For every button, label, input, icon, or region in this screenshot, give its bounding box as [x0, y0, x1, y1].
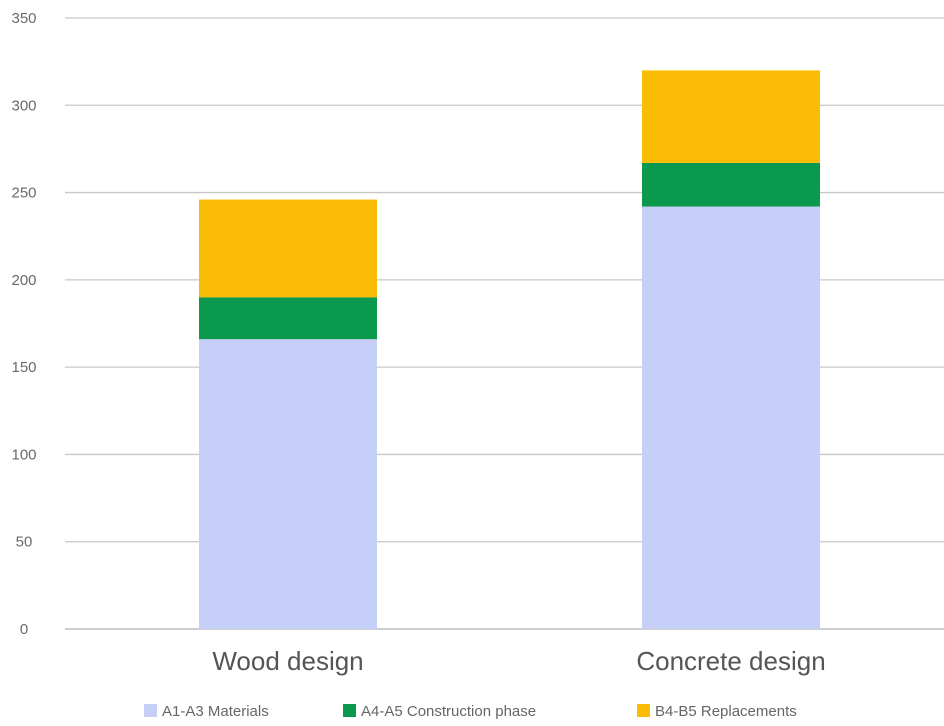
legend-swatch: [144, 704, 157, 717]
bars: [199, 70, 820, 629]
bar-segment: [642, 162, 820, 207]
y-tick-label: 200: [11, 272, 36, 289]
legend: A1-A3 Materials A4-A5 Construction phase B…: [144, 703, 797, 720]
legend-swatch: [637, 704, 650, 717]
y-tick-label: 50: [16, 534, 33, 551]
y-tick-label: 100: [11, 446, 36, 463]
y-axis-ticks: 0 50 100 150 200 250 300 350: [11, 10, 36, 638]
legend-item: A4-A5 Construction phase: [343, 703, 536, 720]
y-tick-label: 150: [11, 359, 36, 376]
x-category-label: Concrete design: [636, 646, 825, 676]
bar-segment: [642, 70, 820, 163]
bar-segment: [199, 339, 377, 629]
legend-label: A1-A3 Materials: [162, 703, 269, 720]
y-tick-label: 0: [20, 621, 28, 638]
legend-item: B4-B5 Replacements: [637, 703, 797, 720]
x-category-label: Wood design: [212, 646, 363, 676]
bar-segment: [642, 206, 820, 629]
legend-label: B4-B5 Replacements: [655, 703, 797, 720]
bar-segment: [199, 297, 377, 340]
legend-label: A4-A5 Construction phase: [361, 703, 536, 720]
y-tick-label: 350: [11, 10, 36, 27]
y-tick-label: 250: [11, 185, 36, 202]
legend-swatch: [343, 704, 356, 717]
y-tick-label: 300: [11, 97, 36, 114]
legend-item: A1-A3 Materials: [144, 703, 269, 720]
x-axis-labels: Wood design Concrete design: [212, 646, 825, 676]
bar-segment: [199, 199, 377, 298]
